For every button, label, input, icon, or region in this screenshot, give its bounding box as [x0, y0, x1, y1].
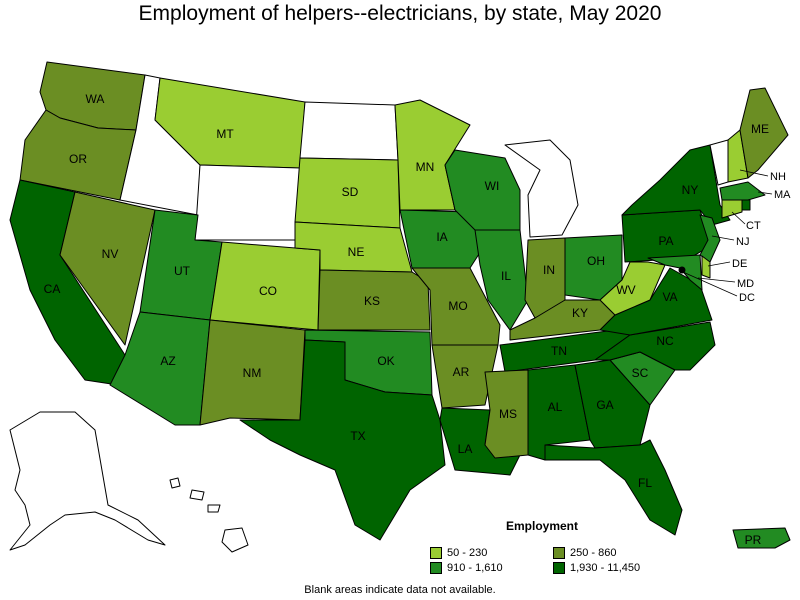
label-OH: OH	[587, 254, 605, 268]
label-TX: TX	[350, 429, 365, 443]
legend-swatch	[553, 547, 565, 559]
label-IL: IL	[501, 269, 511, 283]
label-OK: OK	[377, 354, 394, 368]
label-MO: MO	[448, 299, 467, 313]
label-DE: DE	[732, 258, 747, 270]
state-MI[interactable]	[504, 139, 579, 238]
label-AL: AL	[548, 400, 563, 414]
label-KS: KS	[364, 294, 380, 308]
legend-swatch	[430, 547, 442, 559]
label-LA: LA	[458, 442, 473, 456]
label-ME: ME	[751, 122, 769, 136]
state-ND[interactable]	[299, 101, 399, 161]
label-NH: NH	[770, 171, 786, 183]
state-ME[interactable]	[739, 87, 789, 179]
state-DE[interactable]	[701, 255, 711, 279]
label-MA: MA	[774, 189, 791, 201]
label-WV: WV	[616, 283, 635, 297]
label-NV: NV	[102, 247, 119, 261]
label-CA: CA	[44, 282, 61, 296]
label-PR: PR	[745, 533, 762, 547]
label-CT: CT	[746, 220, 761, 232]
label-NY: NY	[682, 183, 699, 197]
label-TN: TN	[551, 344, 567, 358]
state-AK[interactable]	[9, 411, 166, 551]
state-HI[interactable]	[169, 477, 249, 553]
label-MS: MS	[499, 407, 517, 421]
legend-label: 250 - 860	[570, 547, 617, 559]
label-SD: SD	[342, 185, 359, 199]
legend-swatch	[553, 562, 565, 574]
legend-label: 1,930 - 11,450	[570, 562, 641, 574]
state-FL[interactable]	[544, 439, 683, 536]
state-RI[interactable]	[741, 199, 751, 211]
label-NJ: NJ	[736, 236, 749, 248]
state-KS[interactable]	[317, 269, 431, 331]
footnote: Blank areas indicate data not available.	[304, 584, 496, 596]
label-UT: UT	[174, 264, 191, 278]
legend-label: 50 - 230	[447, 547, 488, 559]
label-NM: NM	[243, 366, 262, 380]
label-WI: WI	[485, 179, 500, 193]
state-WY[interactable]	[194, 164, 301, 241]
state-NM[interactable]	[199, 319, 306, 426]
legend-title: Employment	[506, 519, 579, 533]
state-DC[interactable]	[678, 266, 686, 274]
label-FL: FL	[638, 476, 652, 490]
state-NC[interactable]	[594, 321, 716, 371]
label-OR: OR	[69, 152, 87, 166]
label-CO: CO	[259, 284, 277, 298]
label-AR: AR	[453, 365, 470, 379]
label-VA: VA	[662, 290, 677, 304]
label-PA: PA	[658, 234, 673, 248]
legend-item-bin-2: 910 - 1,610	[430, 562, 503, 574]
state-WV[interactable]	[599, 261, 666, 316]
label-WA: WA	[86, 92, 105, 106]
label-MN: MN	[416, 160, 435, 174]
label-AZ: AZ	[160, 354, 175, 368]
label-MT: MT	[216, 127, 234, 141]
legend-item-bin-0: 50 - 230	[430, 547, 487, 559]
state-AR[interactable]	[431, 344, 499, 409]
legend-item-bin-1: 250 - 860	[553, 547, 616, 559]
label-IA: IA	[436, 230, 447, 244]
label-NE: NE	[348, 245, 365, 259]
legend-item-bin-3: 1,930 - 11,450	[553, 562, 640, 574]
label-MD: MD	[737, 278, 754, 290]
state-labels: WA OR CA NV MT UT AZ CO NM SD NE KS OK T…	[44, 92, 791, 547]
label-KY: KY	[572, 306, 588, 320]
state-PR[interactable]	[732, 527, 791, 549]
label-IN: IN	[543, 263, 555, 277]
state-CT[interactable]	[721, 199, 743, 219]
label-GA: GA	[596, 398, 613, 412]
state-NV[interactable]	[59, 191, 156, 346]
state-MA[interactable]	[719, 181, 766, 201]
legend-swatch	[430, 562, 442, 574]
label-NC: NC	[656, 334, 674, 348]
state-TX[interactable]	[239, 339, 446, 541]
map-title: Employment of helpers--electricians, by …	[138, 2, 662, 25]
label-SC: SC	[632, 366, 649, 380]
state-MD[interactable]	[647, 254, 703, 291]
legend-label: 910 - 1,610	[447, 562, 503, 574]
label-DC: DC	[739, 292, 755, 304]
